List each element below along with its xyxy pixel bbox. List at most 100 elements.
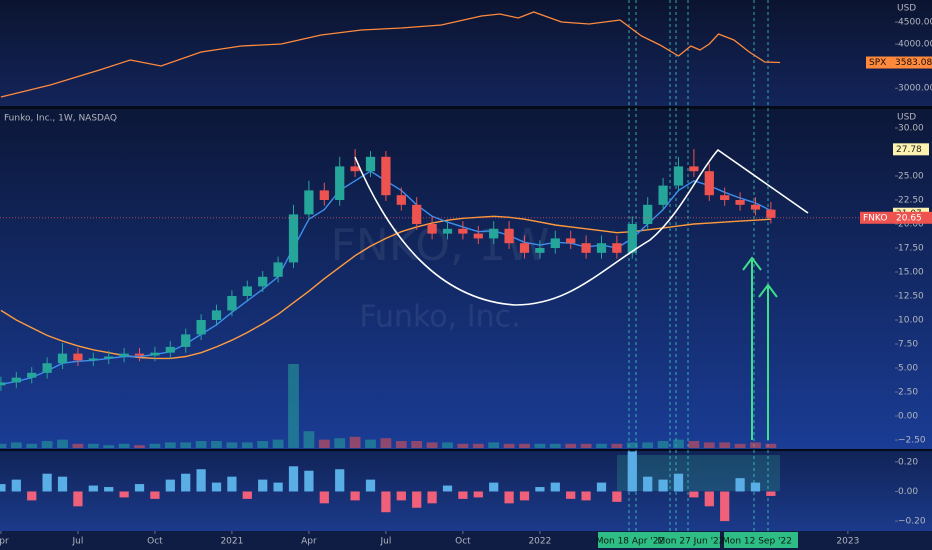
- volume-bar: [241, 442, 253, 448]
- volume-bar: [426, 442, 438, 448]
- candle-body: [704, 171, 714, 196]
- pattern-drawing: [354, 148, 809, 306]
- histogram-bar: [735, 478, 745, 492]
- volume-bar: [442, 442, 453, 448]
- candle-body: [181, 334, 191, 347]
- candle-body: [689, 166, 699, 172]
- histogram-bar: [596, 482, 607, 492]
- volume-bar: [703, 442, 715, 448]
- x-tick-label: Jul: [71, 537, 83, 547]
- volume-bar: [257, 441, 269, 448]
- y-tick-label: 4500.00: [898, 18, 932, 28]
- volume-bar: [750, 442, 761, 448]
- histogram-bar: [750, 482, 761, 492]
- y-tick-label: 2.50: [898, 388, 918, 398]
- candle-body: [104, 356, 114, 359]
- histogram-bar: [550, 482, 560, 492]
- histogram-bar: [458, 491, 468, 499]
- candle-body: [88, 358, 98, 361]
- volume-bar: [734, 443, 746, 448]
- candle-body: [627, 224, 637, 253]
- histogram-bar: [73, 491, 83, 507]
- volume-bar: [565, 443, 577, 448]
- histogram-bar: [473, 491, 483, 498]
- x-tick-label: Oct: [455, 537, 471, 547]
- volume-bar: [303, 431, 315, 448]
- y-tick-label: 3000.00: [898, 84, 932, 94]
- histogram-bar: [196, 469, 206, 492]
- candle-body: [273, 262, 283, 277]
- volume-bar: [41, 441, 53, 448]
- histogram-bar: [242, 491, 252, 499]
- y-tick-label: 7.50: [898, 340, 918, 350]
- watermark-name: Funko, Inc.: [359, 300, 520, 335]
- candle-body: [658, 185, 668, 205]
- x-tick-label: Oct: [147, 537, 163, 547]
- volume-bar: [519, 443, 530, 448]
- volume-bar: [26, 443, 38, 448]
- volume-bar: [642, 442, 654, 448]
- histogram-bar: [612, 491, 622, 502]
- histogram-bar: [412, 491, 422, 508]
- volume-bar: [549, 443, 561, 448]
- histogram-bar: [689, 491, 699, 498]
- histogram-bar: [211, 482, 222, 492]
- date-label: Mon 18 Apr '22: [596, 537, 665, 547]
- candle-body: [165, 346, 175, 353]
- candle-body: [27, 372, 37, 378]
- volume-bar: [688, 441, 700, 448]
- date-markers: [628, 0, 769, 531]
- symbol-line: Funko, Inc., 1W, NASDAQ: [4, 114, 117, 124]
- candle-body: [473, 233, 483, 239]
- volume-bar: [626, 442, 638, 448]
- candle-body: [581, 243, 591, 253]
- histogram-bar: [365, 479, 376, 492]
- y-tick-label: 20.00: [898, 220, 924, 230]
- candle-body: [242, 286, 252, 297]
- candle-body: [596, 243, 607, 253]
- volume-bar: [211, 441, 222, 448]
- candle-body: [304, 190, 314, 215]
- volume-bar: [10, 442, 22, 448]
- volume-bar: [503, 443, 515, 448]
- histogram-bar: [88, 485, 98, 492]
- spx-pane: [0, 0, 932, 106]
- volume-bar: [334, 438, 346, 448]
- candle-body: [766, 209, 776, 218]
- histogram-bar: [288, 466, 299, 492]
- histogram-bar: [42, 473, 52, 492]
- last-price-box: [860, 211, 932, 224]
- candle-body: [535, 248, 545, 253]
- watermark-symbol: FNKO, 1W: [331, 220, 550, 271]
- volume-bar: [72, 443, 84, 448]
- volume-bar: [118, 443, 130, 448]
- last-price-box: [866, 56, 932, 69]
- candle-body: [489, 228, 499, 239]
- y-tick-label: 22.50: [898, 196, 924, 206]
- histogram-bar: [119, 491, 129, 498]
- volume-bar: [657, 441, 669, 448]
- volume-bar: [103, 445, 115, 448]
- x-tick-label: Apr: [0, 537, 9, 547]
- histogram-bar: [535, 487, 545, 492]
- histogram-bar: [258, 479, 268, 492]
- histogram-bar: [720, 491, 730, 522]
- candle-body: [673, 166, 684, 186]
- candle-body: [150, 352, 160, 356]
- histogram-bar: [427, 491, 437, 504]
- volume-bar: [164, 442, 176, 448]
- histogram-bar: [150, 491, 160, 499]
- candle-body: [42, 363, 52, 373]
- y-tick-label: 0.00: [898, 487, 918, 497]
- candle-body: [350, 166, 360, 172]
- candle-body: [319, 190, 329, 201]
- histogram-bar: [489, 482, 499, 492]
- histogram-bar: [273, 482, 283, 492]
- histogram-bar: [165, 479, 175, 492]
- volume-bar: [719, 442, 731, 448]
- candle-body: [11, 377, 21, 383]
- volume-bar: [226, 442, 238, 448]
- candle-body: [427, 224, 437, 234]
- currency: USD: [897, 4, 916, 14]
